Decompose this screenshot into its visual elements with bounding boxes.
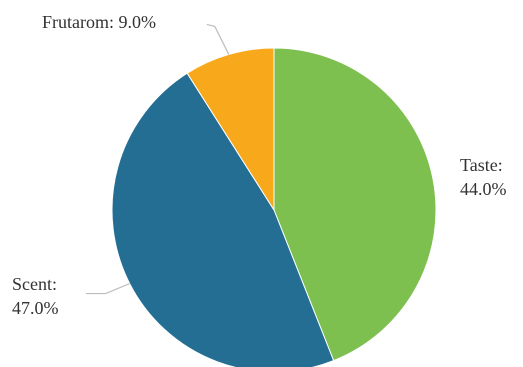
slice-label-scent-name: Scent (12, 274, 52, 294)
slice-label-frutarom-name: Frutarom (42, 12, 109, 32)
slice-label-scent-colon: : (52, 274, 57, 294)
slice-label-taste-value: 44.0% (460, 179, 507, 199)
slice-label-scent: Scent: 47.0% (12, 274, 62, 318)
leader-line-frutarom (206, 23, 230, 55)
slice-label-taste-colon: : (498, 155, 503, 175)
slice-label-frutarom: Frutarom: 9.0% (42, 12, 156, 32)
leader-line-scent (86, 282, 130, 295)
slice-label-taste-name: Taste (460, 155, 498, 175)
slice-label-scent-value: 47.0% (12, 298, 59, 318)
pie-slice-taste (273, 47, 437, 362)
pie-slices (111, 47, 437, 367)
slice-label-frutarom-colon: : (109, 12, 119, 32)
pie-slice-frutarom (186, 47, 275, 212)
slice-label-frutarom-value: 9.0% (119, 12, 157, 32)
slice-label-taste: Taste: 44.0% (460, 155, 507, 199)
leader-lines (86, 23, 230, 295)
